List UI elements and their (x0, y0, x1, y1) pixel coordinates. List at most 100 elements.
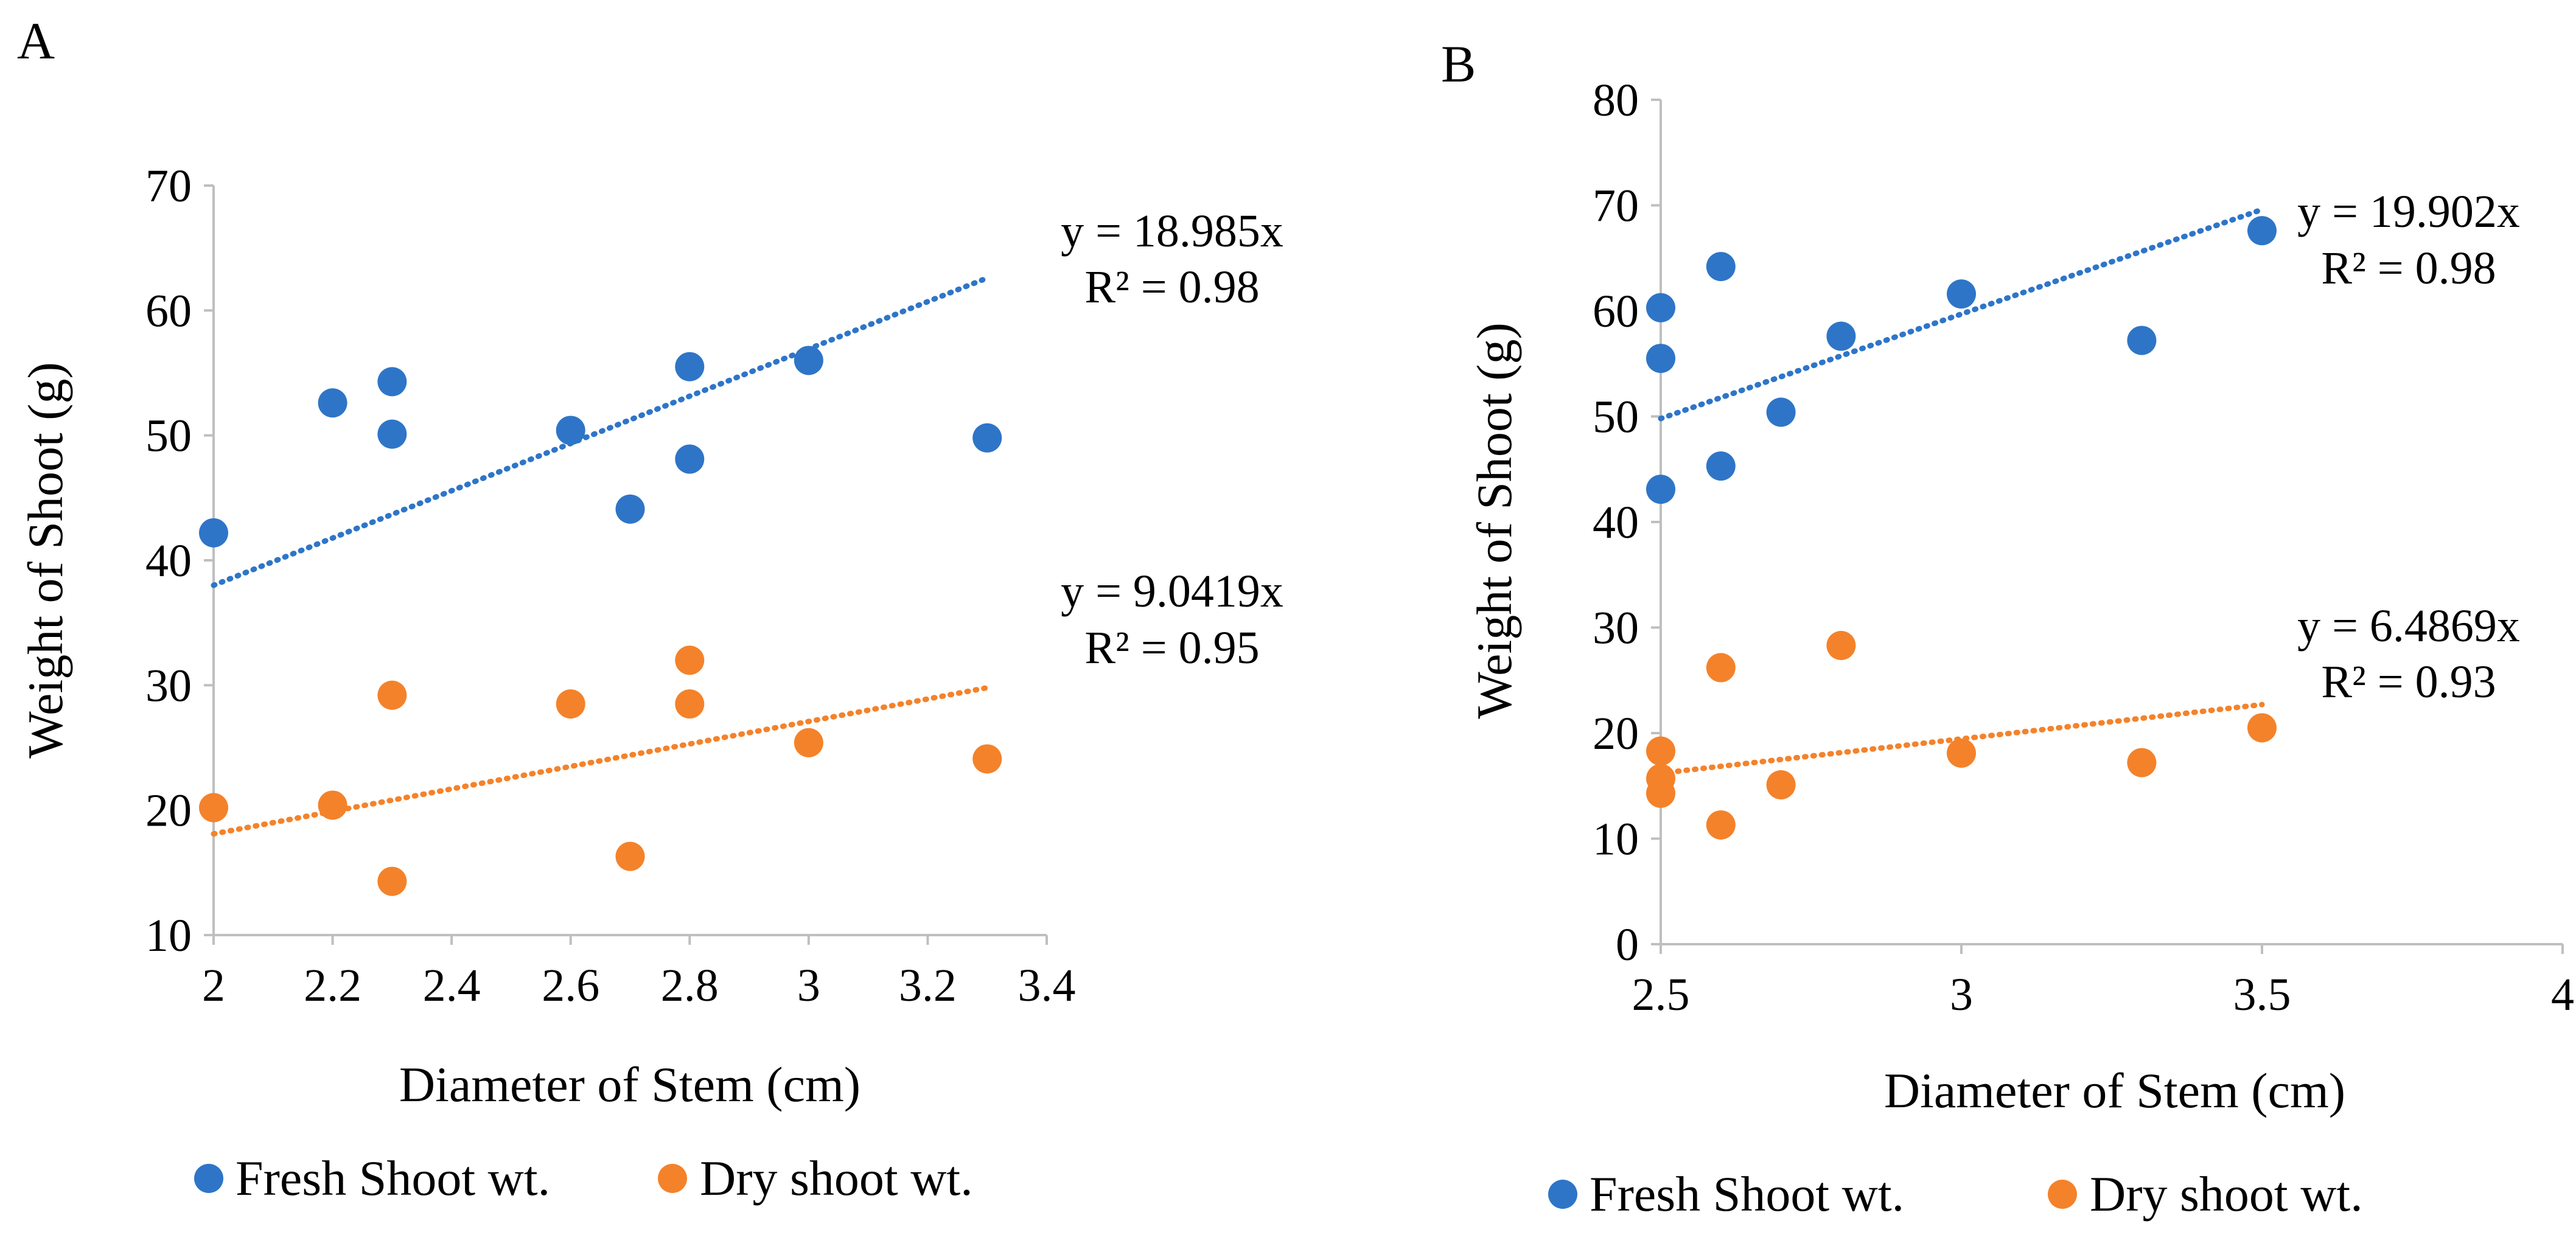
fresh-trendline (1658, 206, 2265, 422)
fresh-data-point (1706, 451, 1736, 481)
chart-panel-a: A 10 20 30 40 50 60 70 2 2.2 2.4 2.6 2.8 3 3.2 3.4 We… (17, 12, 1283, 1206)
panel-a-y-axis-title: Weight of Shoot (g) (18, 362, 73, 759)
fresh-data-point (1706, 252, 1736, 282)
fresh-data-point (1646, 475, 1675, 504)
dry-data-point (1706, 653, 1736, 683)
y-tick-label: 50 (1593, 392, 1639, 443)
fresh-data-point (794, 346, 823, 375)
y-tick-label: 70 (1593, 181, 1639, 232)
y-tick-label: 10 (145, 910, 192, 961)
panel-b-points (1646, 216, 2277, 840)
panel-b-legend: Fresh Shoot wt. Dry shoot wt. (1548, 1166, 2363, 1222)
fresh-data-point (972, 423, 1002, 453)
x-tick-label: 2.4 (423, 960, 481, 1011)
dry-data-point (377, 680, 407, 710)
panel-b-legend-dry-marker (2048, 1180, 2077, 1209)
x-tick-label: 3 (1950, 969, 1973, 1020)
y-tick-label: 40 (1593, 497, 1639, 548)
dry-data-point (675, 645, 705, 675)
fresh-data-point (556, 416, 585, 445)
fresh-data-point (615, 494, 645, 524)
panel-b-fresh-equation: y = 19.902x (2297, 186, 2520, 237)
panel-b-x-ticks: 2.5 3 3.5 4 (1632, 944, 2574, 1020)
fresh-data-point (377, 367, 407, 397)
fresh-data-point (2247, 216, 2277, 246)
fresh-data-point (377, 419, 407, 449)
dry-data-point (675, 689, 705, 719)
dry-data-point (2127, 748, 2157, 778)
panel-b-y-axis-title: Weight of Shoot (g) (1467, 322, 1522, 719)
x-tick-label: 2.5 (1632, 969, 1690, 1020)
fresh-data-point (1646, 293, 1675, 322)
y-tick-label: 60 (145, 285, 192, 336)
fresh-data-point (1646, 344, 1675, 374)
fresh-data-point (1766, 397, 1796, 427)
panel-a-letter: A (17, 12, 55, 70)
x-tick-label: 3.2 (899, 960, 957, 1011)
dry-data-point (199, 793, 228, 823)
y-tick-label: 30 (145, 660, 192, 711)
panel-b-legend-fresh-label: Fresh Shoot wt. (1590, 1166, 1904, 1222)
dry-trendline (1658, 701, 2265, 776)
panel-a-legend-dry-label: Dry shoot wt. (700, 1150, 973, 1206)
fresh-trendline (211, 275, 990, 588)
panel-b-y-ticks: 0 10 20 30 40 50 60 70 80 (1593, 75, 1661, 970)
dry-data-point (318, 790, 347, 820)
panel-a-y-ticks: 10 20 30 40 50 60 70 (145, 161, 214, 961)
dry-data-point (377, 866, 407, 896)
y-tick-label: 20 (145, 785, 192, 837)
dry-data-point (1706, 810, 1736, 840)
x-tick-label: 4 (2551, 969, 2574, 1020)
panel-b-legend-fresh-marker (1548, 1180, 1577, 1209)
x-tick-label: 2.6 (542, 960, 599, 1011)
panel-a-trendlines (211, 275, 990, 837)
panel-a-x-axis-title: Diameter of Stem (cm) (399, 1057, 860, 1112)
panel-a-legend-fresh-label: Fresh Shoot wt. (236, 1150, 550, 1206)
dry-data-point (794, 728, 823, 757)
panel-a-fresh-r2: R² = 0.98 (1084, 262, 1259, 313)
panel-b-trendlines (1658, 206, 2265, 776)
panel-a-dry-equation: y = 9.0419x (1061, 566, 1283, 617)
fresh-data-point (318, 388, 347, 418)
x-tick-label: 2.2 (304, 960, 361, 1011)
fresh-data-point (675, 444, 705, 474)
fresh-data-point (675, 352, 705, 381)
y-tick-label: 50 (145, 411, 192, 462)
y-tick-label: 10 (1593, 814, 1639, 865)
fresh-data-point (1947, 279, 1976, 309)
dry-data-point (556, 689, 585, 719)
panel-b-dry-equation: y = 6.4869x (2297, 600, 2520, 652)
panel-b-fresh-r2: R² = 0.98 (2321, 243, 2496, 294)
y-tick-label: 30 (1593, 603, 1639, 654)
panel-a-points (199, 346, 1002, 896)
dry-data-point (1947, 738, 1976, 768)
dry-data-point (2247, 713, 2277, 743)
chart-panel-b: B 0 10 20 30 40 50 60 70 80 2.5 3 3.5 4 Weight of S… (1441, 35, 2574, 1222)
x-tick-label: 3 (797, 960, 820, 1011)
panel-a-fresh-equation: y = 18.985x (1061, 206, 1283, 257)
panel-a-dry-r2: R² = 0.95 (1084, 622, 1259, 673)
dry-data-point (972, 744, 1002, 774)
panel-b-x-axis-title: Diameter of Stem (cm) (1884, 1063, 2345, 1118)
y-tick-label: 20 (1593, 708, 1639, 759)
x-tick-label: 2 (202, 960, 225, 1011)
dry-data-point (1826, 630, 1856, 660)
dry-data-point (1646, 778, 1675, 808)
panel-b-legend-dry-label: Dry shoot wt. (2090, 1166, 2363, 1222)
y-tick-label: 0 (1616, 919, 1639, 970)
fresh-data-point (199, 518, 228, 548)
panel-a-x-ticks: 2 2.2 2.4 2.6 2.8 3 3.2 3.4 (202, 935, 1076, 1011)
fresh-data-point (1826, 321, 1856, 351)
y-tick-label: 80 (1593, 75, 1639, 126)
y-tick-label: 40 (145, 535, 192, 586)
dry-data-point (1766, 770, 1796, 800)
panel-b-letter: B (1441, 35, 1476, 93)
x-tick-label: 3.4 (1018, 960, 1076, 1011)
dry-data-point (615, 841, 645, 871)
dry-data-point (1646, 736, 1675, 766)
y-tick-label: 60 (1593, 286, 1639, 337)
y-tick-label: 70 (145, 161, 192, 212)
panel-a-legend-fresh-marker (194, 1164, 223, 1193)
panel-a-legend: Fresh Shoot wt. Dry shoot wt. (194, 1150, 973, 1206)
